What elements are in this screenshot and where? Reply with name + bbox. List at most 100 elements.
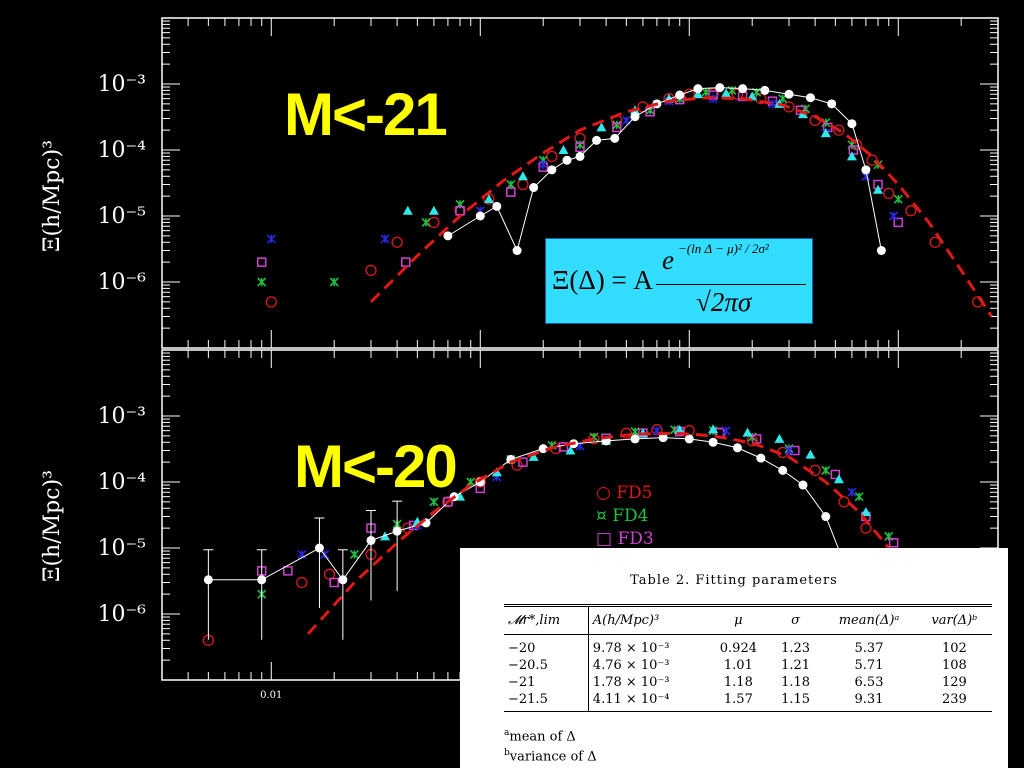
formula-lhs: Ξ(Δ) = A [552, 265, 653, 295]
top-y-tick-label: 10⁻⁴ [98, 138, 147, 163]
bottom-circle-filled-point [732, 443, 742, 453]
formula-exponent: −(ln Δ − μ)² / 2σ² [678, 241, 769, 256]
table-cell: 4.76 × 10⁻³ [592, 658, 670, 673]
top-fd4-point [329, 277, 339, 287]
bottom-circle-filled-point [798, 480, 808, 490]
top-triangle-point [402, 205, 413, 215]
legend-item-fd5: ○ FD5 [596, 482, 654, 505]
bottom-y-tick-label: 10⁻³ [98, 404, 146, 429]
top-circle-filled-point [847, 119, 857, 129]
bottom-fd4-point [854, 492, 864, 502]
bottom-fd5-point [860, 522, 872, 534]
top-fd5-point [929, 236, 941, 248]
bottom-triangle-point [565, 445, 576, 455]
top-fd4-point [893, 194, 903, 204]
table-cell: 129 [941, 675, 967, 690]
bottom-triangle-point [774, 433, 785, 443]
bottom-triangle-point [708, 424, 719, 434]
table-cell: −20.5 [504, 657, 589, 674]
top-fd5-point [428, 216, 440, 229]
bottom-fd5-point [474, 476, 486, 488]
table-cell: −21.5 [504, 691, 589, 712]
top-fd5-point [905, 205, 917, 217]
table-row: −20 9.78 × 10⁻³ 0.924 1.23 5.37 102 [504, 634, 992, 657]
top-fd4-point [612, 120, 622, 130]
bottom-fd3-point [751, 434, 762, 444]
bottom-circle-filled-point [257, 575, 267, 585]
top-circle-filled-point [715, 83, 725, 93]
top-fd5-point [517, 178, 529, 191]
top-y-tick-label: 10⁻⁵ [98, 204, 146, 229]
bottom-fd3-point [558, 442, 569, 452]
bottom-circle-filled-point [314, 543, 324, 553]
top-triangle-point [428, 205, 439, 215]
formula-numerator: e [662, 245, 674, 275]
table-header: var(Δ)ᵇ [916, 604, 992, 635]
legend-label-fd5: FD5 [616, 483, 653, 503]
table-cell: 5.37 [854, 641, 884, 656]
legend-symbol-fd4: ¤ [596, 506, 607, 526]
bottom-triangle-point [491, 467, 502, 477]
table-cell: 4.11 × 10⁻⁴ [588, 691, 707, 712]
top-triangle-point [873, 184, 884, 194]
table-cell: −20 [504, 634, 589, 657]
bottom-triangle-point [833, 474, 844, 484]
bottom-fd3-point [790, 445, 800, 456]
bottom-circle-filled-point [658, 433, 668, 443]
table-cell: 1.01 [723, 658, 753, 673]
table-cell: 1.18 [723, 675, 753, 690]
bottom-circle-filled-point [630, 434, 640, 444]
bottom-triangle-point [860, 507, 871, 517]
table-row: −20.5 4.76 × 10⁻³ 1.01 1.21 5.71 108 [504, 657, 992, 674]
bottom-fd3-point [888, 538, 899, 548]
top-triangle-point [596, 122, 607, 132]
bottom-y-tick-label: 10⁻⁴ [98, 470, 147, 495]
top-fd3-point [612, 122, 622, 133]
top-star-blue-point [266, 234, 276, 244]
lognormal-formula-box: Ξ(Δ) = A e −(ln Δ − μ)² / 2σ² √2πσ [545, 238, 813, 324]
table-header: μ [706, 604, 770, 635]
bottom-circle-filled-point [338, 575, 348, 585]
top-fd4-point [257, 277, 267, 287]
top-fd5-point [265, 296, 277, 308]
table-cell: 102 [941, 641, 967, 656]
bottom-fd4-point [349, 549, 360, 559]
bottom-star-blue-point [847, 487, 857, 497]
top-circle-filled-point [443, 231, 453, 241]
bottom-fd3-point [830, 469, 841, 480]
top-circle-filled-point [675, 90, 685, 100]
legend-label-fd4: FD4 [612, 506, 649, 526]
bottom-y-tick-label: 10⁻⁵ [98, 536, 146, 561]
fitting-parameters-table-panel: Table 2. Fitting parameters 𝓜r*,lim A(h/… [460, 548, 1008, 768]
top-star-blue-point [889, 211, 899, 221]
bottom-star-blue-point [721, 426, 731, 436]
table-cell: 1.57 [706, 691, 770, 712]
bottom-fd4-point [466, 477, 476, 487]
bottom-panel-magnitude-label: M<-20 [294, 433, 458, 500]
bottom-fit-curve [306, 431, 924, 635]
legend: ○ FD5 ¤ FD4 □ FD3 [596, 482, 654, 551]
legend-item-fd4: ¤ FD4 [596, 505, 654, 528]
table-cell: 9.78 × 10⁻³ [592, 641, 670, 656]
table-cell: 9.31 [821, 691, 917, 712]
table-cell: 1.78 × 10⁻³ [592, 675, 670, 690]
top-triangle-point [747, 91, 758, 101]
bottom-circle-filled-point [821, 512, 831, 522]
bottom-panel-y-axis-label: Ξ(h/Mpc)³ [40, 470, 65, 582]
top-circle-filled-point [575, 151, 585, 161]
top-triangle-point [517, 171, 528, 181]
table-header-row: 𝓜r*,lim A(h/Mpc)³ μ σ mean(Δ)ᵃ var(Δ)ᵇ [504, 604, 992, 635]
top-fd5-point [546, 150, 558, 163]
top-circle-filled-point [805, 93, 815, 103]
top-fd3-point [575, 142, 585, 153]
top-fit-curve [369, 96, 993, 318]
table-header: σ [769, 604, 822, 635]
bottom-fd3-point [443, 497, 453, 507]
top-fd5-point [391, 236, 403, 248]
bottom-fd3-point [283, 566, 293, 576]
formula-denominator: √2πσ [696, 287, 752, 317]
top-fd3-point [506, 187, 516, 197]
bottom-fd4-point [429, 497, 439, 507]
legend-symbol-fd5: ○ [596, 483, 611, 503]
